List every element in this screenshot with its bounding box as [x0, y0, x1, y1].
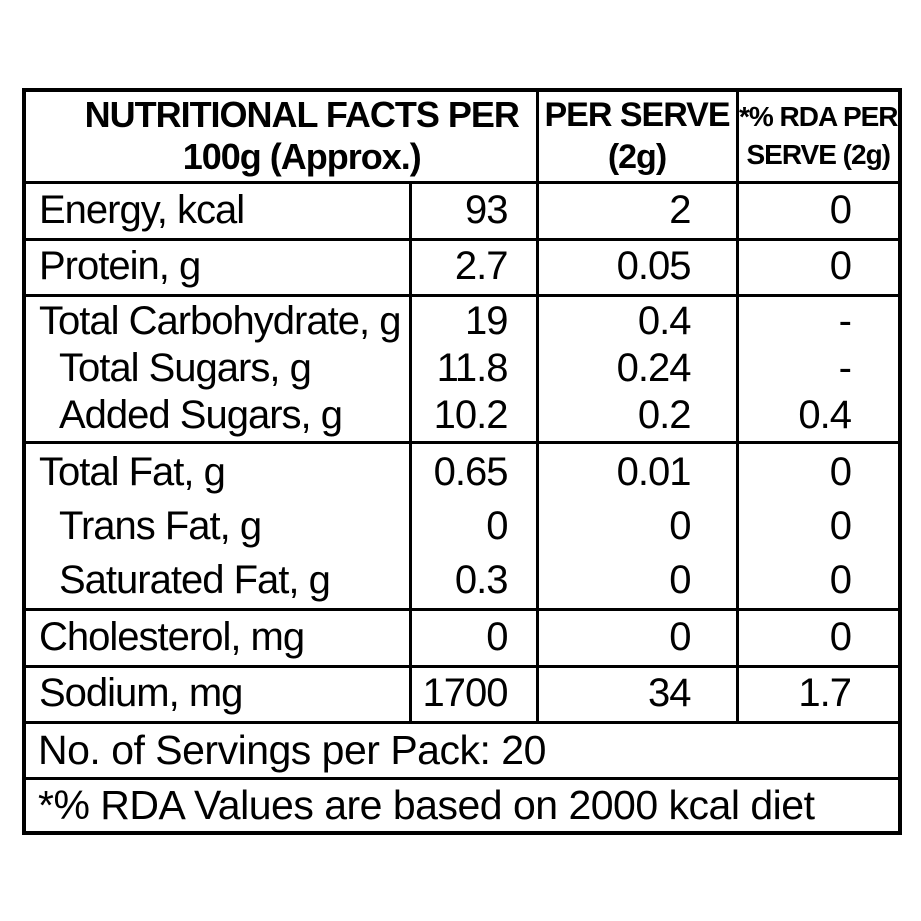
header-per-serve-line1: PER SERVE [544, 96, 730, 135]
energy-label: Energy, kcal [22, 180, 412, 241]
row-group-carbohydrate: Total Carbohydrate, g Total Sugars, g Ad… [22, 293, 902, 444]
added-sugars-per-serve: 0.2 [637, 393, 692, 437]
sodium-per-serve: 34 [535, 664, 739, 724]
header-rda-per-serve: *% RDA PER SERVE (2g) [735, 88, 902, 184]
carbohydrate-per-serve-values: 0.4 0.24 0.2 [535, 293, 739, 444]
fat-per-serve-values: 0.01 0 0 [535, 440, 739, 611]
total-fat-per-serve: 0.01 [616, 449, 692, 494]
cholesterol-label: Cholesterol, mg [22, 607, 412, 668]
header-nutrition-per-100g: NUTRITIONAL FACTS PER 100g (Approx.) [22, 88, 539, 184]
header-rda-line2: SERVE (2g) [746, 139, 891, 171]
servings-per-pack-text: No. of Servings per Pack: 20 [22, 720, 902, 780]
fat-per-100g-values: 0.65 0 0.3 [408, 440, 539, 611]
cholesterol-per-serve: 0 [535, 607, 739, 668]
row-protein: Protein, g 2.7 0.05 0 [22, 237, 902, 297]
sodium-per-100g: 1700 [408, 664, 539, 724]
carbohydrate-per-100g-values: 19 11.8 10.2 [408, 293, 539, 444]
trans-fat-rda: 0 [829, 503, 852, 548]
header-per-serve: PER SERVE (2g) [535, 88, 739, 184]
total-carbohydrate-per-serve: 0.4 [637, 299, 692, 343]
header-per-serve-line2: (2g) [607, 138, 667, 177]
row-sodium: Sodium, mg 1700 34 1.7 [22, 664, 902, 724]
header-rda-line1: *% RDA PER [738, 101, 898, 133]
fat-labels: Total Fat, g Trans Fat, g Saturated Fat,… [22, 440, 412, 611]
trans-fat-per-100g: 0 [486, 503, 508, 548]
carbohydrate-rda-values: - - 0.4 [735, 293, 902, 444]
added-sugars-rda: 0.4 [798, 393, 852, 437]
sodium-label: Sodium, mg [22, 664, 412, 724]
added-sugars-per-100g: 10.2 [433, 393, 509, 437]
total-sugars-per-serve: 0.24 [616, 346, 692, 390]
row-rda-note: *% RDA Values are based on 2000 kcal die… [22, 776, 902, 835]
row-group-fat: Total Fat, g Trans Fat, g Saturated Fat,… [22, 440, 902, 611]
saturated-fat-per-100g: 0.3 [454, 557, 509, 602]
cholesterol-per-100g: 0 [408, 607, 539, 668]
row-cholesterol: Cholesterol, mg 0 0 0 [22, 607, 902, 668]
total-sugars-rda: - [838, 346, 852, 390]
total-fat-label: Total Fat, g [39, 449, 226, 494]
rda-note-text: *% RDA Values are based on 2000 kcal die… [22, 776, 902, 835]
sodium-rda-per-serve: 1.7 [735, 664, 902, 724]
total-sugars-per-100g: 11.8 [436, 346, 509, 390]
total-carbohydrate-per-100g: 19 [465, 299, 509, 343]
trans-fat-per-serve: 0 [669, 503, 691, 548]
total-fat-per-100g: 0.65 [433, 449, 509, 494]
header-nutrition-line2: 100g (Approx.) [182, 136, 422, 178]
energy-per-100g: 93 [408, 180, 539, 241]
carbohydrate-labels: Total Carbohydrate, g Total Sugars, g Ad… [22, 293, 412, 444]
saturated-fat-per-serve: 0 [669, 557, 691, 602]
protein-per-serve: 0.05 [535, 237, 739, 297]
row-energy: Energy, kcal 93 2 0 [22, 180, 902, 241]
cholesterol-rda-per-serve: 0 [735, 607, 902, 668]
row-servings-per-pack: No. of Servings per Pack: 20 [22, 720, 902, 780]
protein-per-100g: 2.7 [408, 237, 539, 297]
added-sugars-label: Added Sugars, g [59, 393, 343, 437]
total-carbohydrate-rda: - [838, 299, 852, 343]
protein-rda-per-serve: 0 [735, 237, 902, 297]
protein-label: Protein, g [22, 237, 412, 297]
total-carbohydrate-label: Total Carbohydrate, g [39, 299, 401, 343]
table-header-row: NUTRITIONAL FACTS PER 100g (Approx.) PER… [22, 88, 902, 184]
energy-per-serve: 2 [535, 180, 739, 241]
total-sugars-label: Total Sugars, g [59, 346, 312, 390]
nutrition-facts-table: NUTRITIONAL FACTS PER 100g (Approx.) PER… [22, 88, 902, 835]
trans-fat-label: Trans Fat, g [59, 503, 262, 548]
energy-rda-per-serve: 0 [735, 180, 902, 241]
saturated-fat-rda: 0 [829, 557, 852, 602]
total-fat-rda: 0 [829, 449, 852, 494]
fat-rda-values: 0 0 0 [735, 440, 902, 611]
saturated-fat-label: Saturated Fat, g [59, 557, 331, 602]
header-nutrition-line1: NUTRITIONAL FACTS PER [84, 94, 520, 136]
